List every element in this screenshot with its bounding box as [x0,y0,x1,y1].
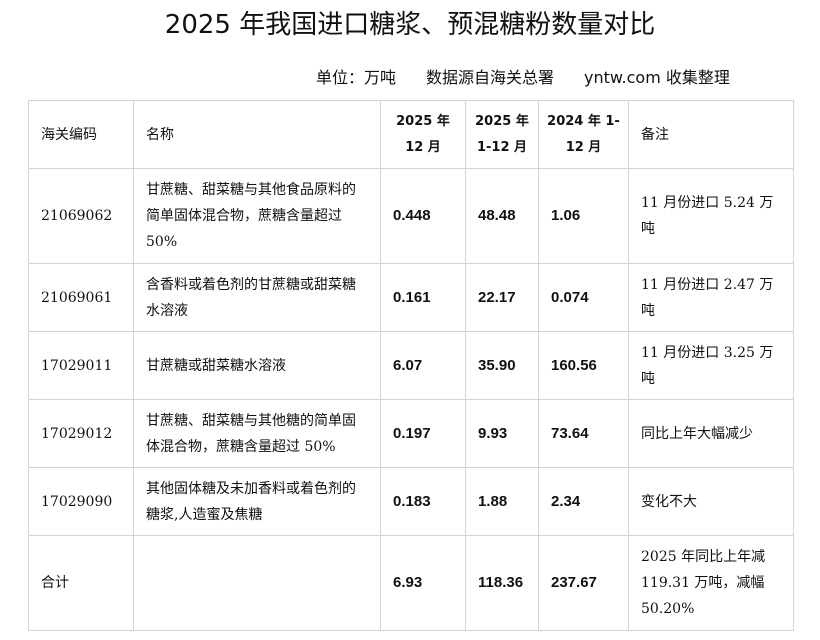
cell: 0.197 [380,399,466,468]
cell: 0.074 [538,263,629,332]
cell: 其他固体糖及未加香料或着色剂的糖浆,人造蜜及焦糖 [133,467,381,536]
cell: 0.183 [380,467,466,536]
cell: 0.161 [380,263,466,332]
column-header: 海关编码 [28,100,134,169]
cell: 11 月份进口 2.47 万吨 [628,263,794,332]
cell: 21069061 [28,263,134,332]
column-header: 2024 年 1-12 月 [538,100,629,169]
total-label: 合计 [28,535,134,631]
column-header: 2025 年 12 月 [380,100,466,169]
cell: 35.90 [465,331,539,400]
cell: 1.06 [538,168,629,264]
cell: 变化不大 [628,467,794,536]
subtitle: 单位：万吨 数据源自海关总署 yntw.com 收集整理 [316,64,760,88]
cell: 160.56 [538,331,629,400]
total-value: 118.36 [465,535,539,631]
cell: 含香料或着色剂的甘蔗糖或甜菜糖水溶液 [133,263,381,332]
cell: 11 月份进口 3.25 万吨 [628,331,794,400]
column-header: 备注 [628,100,794,169]
cell: 9.93 [465,399,539,468]
cell: 21069062 [28,168,134,264]
unit: 单位：万吨 [316,68,397,87]
cell: 11 月份进口 5.24 万吨 [628,168,794,264]
row: 21069062 甘蔗糖、甜菜糖与其他食品原料的简单固体混合物，蔗糖含量超过 50… [28,168,794,264]
cell: 甘蔗糖、甜菜糖与其他糖的简单固体混合物，蔗糖含量超过 50% [133,399,381,468]
title: 2025 年我国进口糖浆、预混糖粉数量对比 [164,10,656,40]
total-row: 合计 6.93 118.36 237.67 2025 年同比上年减 119.31 万吨，… [28,535,794,631]
cell: 17029090 [28,467,134,536]
cell: 73.64 [538,399,629,468]
cell: 甘蔗糖、甜菜糖与其他食品原料的简单固体混合物，蔗糖含量超过 50% [133,168,381,264]
empty-cell [133,535,381,631]
collector: yntw.com 收集整理 [584,68,730,87]
cell: 17029012 [28,399,134,468]
row: 17029090 其他固体糖及未加香料或着色剂的糖浆,人造蜜及焦糖 0.183 1.8… [28,467,794,536]
column-header: 2025 年 1-12 月 [465,100,539,169]
row: 17029012 甘蔗糖、甜菜糖与其他糖的简单固体混合物，蔗糖含量超过 50% 0.… [28,399,794,468]
cell: 22.17 [465,263,539,332]
cell: 2.34 [538,467,629,536]
table: 海关编码 名称 2025 年 12 月 2025 年 1-12 月 2024 年 1-1… [28,100,794,631]
row: 17029011 甘蔗糖或甜菜糖水溶液 6.07 35.90 160.56 11 月份进口… [28,331,794,400]
row: 21069061 含香料或着色剂的甘蔗糖或甜菜糖水溶液 0.161 22.17 0.07… [28,263,794,332]
cell: 甘蔗糖或甜菜糖水溶液 [133,331,381,400]
cell: 48.48 [465,168,539,264]
column-header: 名称 [133,100,381,169]
cell: 0.448 [380,168,466,264]
cell: 6.07 [380,331,466,400]
header-row: 海关编码 名称 2025 年 12 月 2025 年 1-12 月 2024 年 1-1… [28,100,794,169]
total-value: 237.67 [538,535,629,631]
cell: 同比上年大幅减少 [628,399,794,468]
cell: 17029011 [28,331,134,400]
total-value: 6.93 [380,535,466,631]
total-note: 2025 年同比上年减 119.31 万吨，减幅 50.20% [628,535,794,631]
source: 数据源自海关总署 [426,68,555,87]
cell: 1.88 [465,467,539,536]
